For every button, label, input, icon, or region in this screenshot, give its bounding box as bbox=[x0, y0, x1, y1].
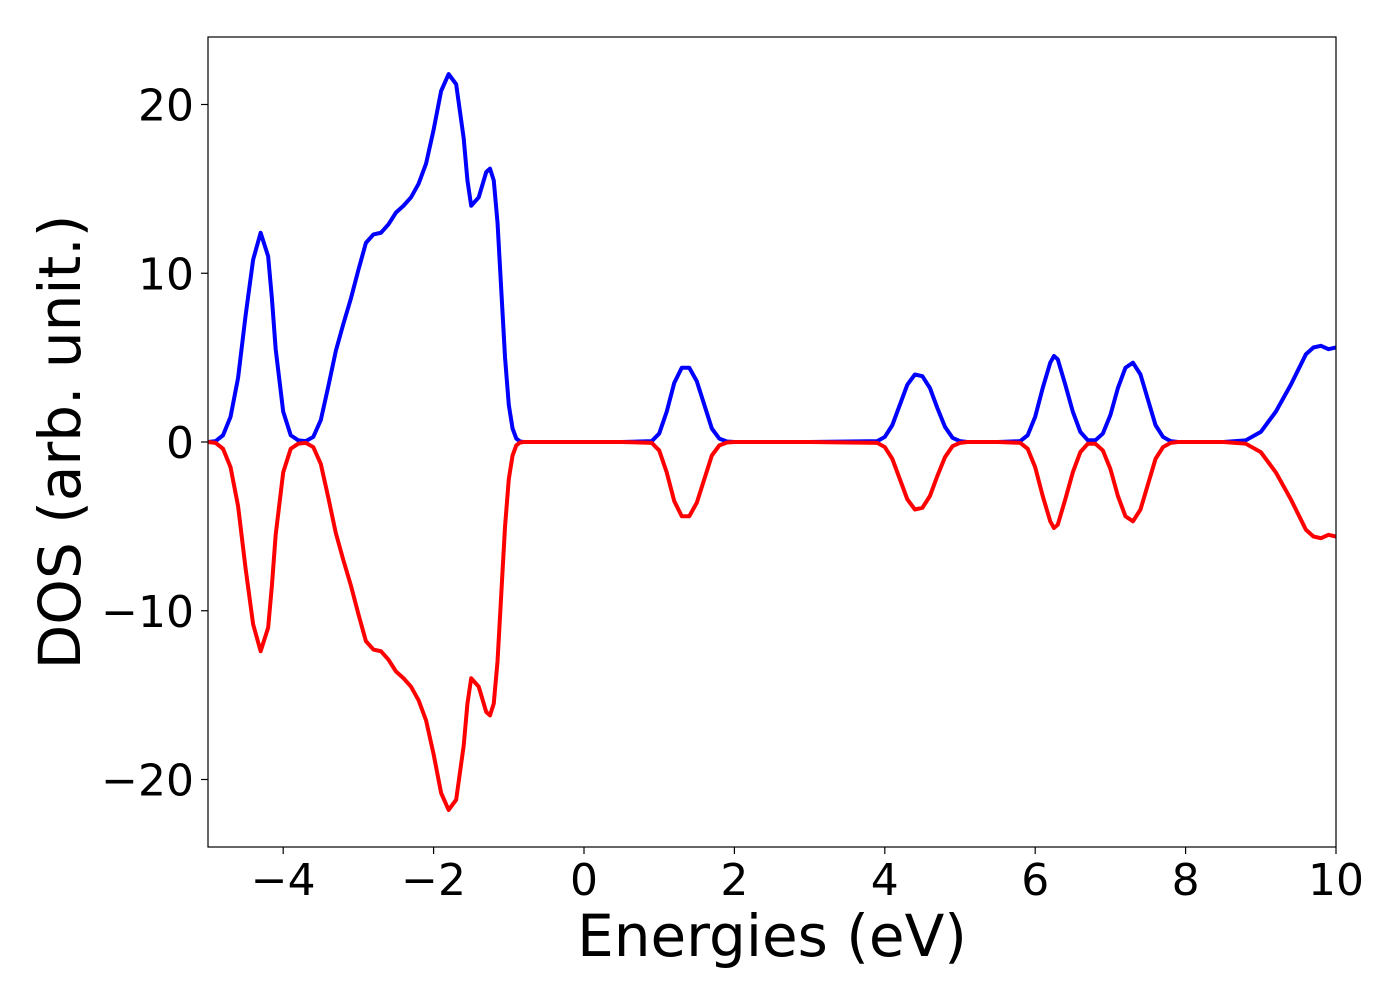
y-axis-ticks: −20 −10 0 10 20 bbox=[101, 81, 208, 807]
y-tick-label: −20 bbox=[101, 756, 194, 807]
x-tick-label: 2 bbox=[720, 855, 748, 906]
y-tick-label: 10 bbox=[138, 249, 194, 300]
y-axis-label: DOS (arb. unit.) bbox=[26, 215, 94, 670]
x-tick-label: 0 bbox=[570, 855, 598, 906]
series-line-2 bbox=[208, 440, 1336, 812]
x-tick-label: 10 bbox=[1308, 855, 1364, 906]
x-axis-label: Energies (eV) bbox=[577, 902, 967, 970]
x-tick-label: 8 bbox=[1172, 855, 1200, 906]
y-tick-label: 20 bbox=[138, 81, 194, 132]
x-tick-label: −2 bbox=[401, 855, 466, 906]
x-axis-ticks: −4 −2 0 2 4 6 8 10 bbox=[251, 847, 1364, 906]
y-tick-label: 0 bbox=[166, 418, 194, 469]
x-tick-label: 4 bbox=[871, 855, 899, 906]
series-layer bbox=[208, 72, 1336, 812]
series-line-1 bbox=[208, 72, 1336, 444]
y-tick-label: −10 bbox=[101, 587, 194, 638]
x-tick-label: 6 bbox=[1021, 855, 1049, 906]
x-tick-label: −4 bbox=[251, 855, 316, 906]
